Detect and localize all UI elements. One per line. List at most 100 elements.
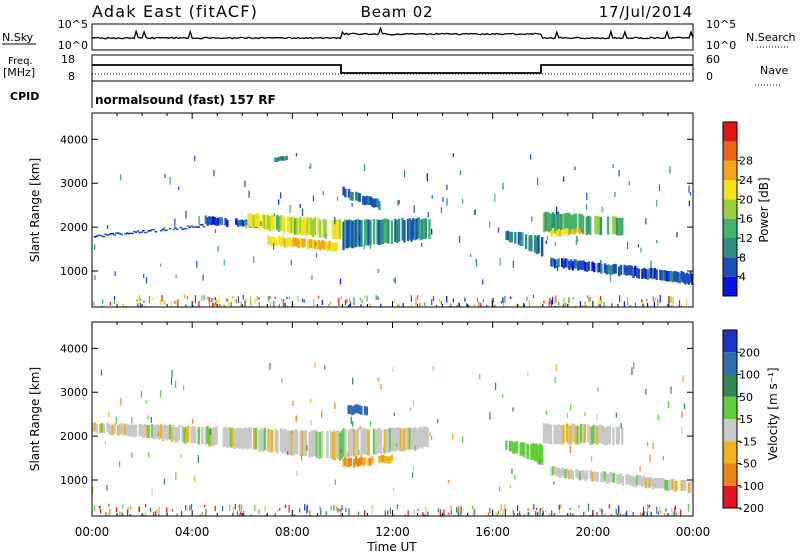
scatter-86 bbox=[640, 247, 642, 253]
data-cell-0-50 bbox=[181, 228, 184, 230]
speckle-88 bbox=[536, 507, 538, 510]
speckle-2 bbox=[652, 296, 654, 302]
scatter-106 bbox=[645, 218, 647, 225]
data-cell-9-9 bbox=[566, 228, 569, 234]
data-cell-2-11 bbox=[362, 457, 365, 466]
data-cell-0-39 bbox=[161, 228, 165, 231]
scatter-14 bbox=[170, 377, 173, 385]
data-cell-5-40 bbox=[413, 218, 417, 241]
data-cell-8-18 bbox=[574, 213, 578, 233]
scatter-61 bbox=[458, 235, 461, 243]
speckle-155 bbox=[654, 297, 656, 301]
data-cell-2-24 bbox=[385, 455, 388, 463]
data-cell-3-30 bbox=[321, 239, 324, 249]
data-cell-3-9 bbox=[363, 406, 367, 415]
speckle-98 bbox=[589, 296, 591, 302]
data-cell-0-27 bbox=[140, 231, 143, 234]
data-cell-6-44 bbox=[628, 475, 632, 486]
data-cell-1-18 bbox=[374, 429, 378, 455]
data-cell-0-53 bbox=[186, 225, 190, 227]
scatter-2 bbox=[145, 277, 148, 284]
speckle-105 bbox=[235, 299, 237, 304]
data-cell-5-8 bbox=[556, 424, 560, 444]
speckle-30 bbox=[166, 507, 168, 514]
speckle-111 bbox=[494, 304, 496, 307]
speckle-83 bbox=[204, 514, 207, 516]
scatter-20 bbox=[106, 484, 108, 491]
scatter-41 bbox=[245, 220, 247, 229]
data-cell-10-21 bbox=[587, 261, 591, 271]
data-cell-3-4 bbox=[274, 237, 277, 247]
data-cell-2-9 bbox=[358, 457, 361, 466]
ytick-label-1: 2000 bbox=[60, 430, 88, 443]
data-cell-0-15 bbox=[118, 233, 122, 235]
speckle-169 bbox=[460, 305, 463, 307]
velocity-panel: 1000 2000 3000 4000 Slant Range [km] 200 100… bbox=[28, 321, 780, 517]
data-cell-1-11 bbox=[224, 218, 227, 226]
data-cell-5-8 bbox=[356, 218, 360, 246]
speckle-218 bbox=[539, 508, 541, 511]
data-cell-5-31 bbox=[397, 218, 401, 242]
speckle-76 bbox=[108, 512, 110, 516]
speckle-175 bbox=[348, 298, 351, 302]
data-cell-10-51 bbox=[641, 268, 644, 279]
speckle-161 bbox=[565, 302, 567, 307]
scatter-108 bbox=[339, 278, 342, 285]
data-cell-2-27 bbox=[295, 218, 299, 235]
data-cell-2-3 bbox=[252, 214, 256, 229]
speckle-180 bbox=[203, 504, 206, 508]
data-cell-0-5 bbox=[100, 235, 104, 237]
data-cell-5-37 bbox=[408, 217, 411, 240]
scatter-0 bbox=[470, 253, 472, 257]
data-cell-1-8 bbox=[356, 428, 360, 456]
scatter-1 bbox=[289, 204, 291, 213]
scatter-18 bbox=[377, 268, 379, 273]
cbar-seg-4 bbox=[723, 396, 737, 419]
speckle-62 bbox=[240, 301, 242, 307]
scatter-107 bbox=[431, 228, 433, 235]
data-cell-1-31 bbox=[260, 221, 263, 226]
speckle-46 bbox=[671, 507, 673, 512]
speckle-15 bbox=[615, 508, 617, 515]
speckle-2 bbox=[504, 504, 506, 511]
data-cell-0-131 bbox=[326, 430, 329, 459]
data-cell-5-36 bbox=[606, 426, 610, 445]
speckle-96 bbox=[384, 511, 386, 516]
data-cell-6-24 bbox=[593, 471, 596, 481]
speckle-179 bbox=[109, 301, 111, 306]
speckle-203 bbox=[177, 299, 179, 307]
speckle-101 bbox=[303, 299, 305, 303]
scatter-93 bbox=[442, 197, 444, 202]
data-cell-0-108 bbox=[285, 429, 288, 454]
data-cell-0-91 bbox=[254, 427, 258, 450]
data-cell-5-19 bbox=[576, 425, 579, 445]
speckle-206 bbox=[396, 504, 398, 509]
data-cell-8-5 bbox=[551, 212, 555, 232]
data-cell-3-4 bbox=[354, 404, 358, 414]
data-cell-9-1 bbox=[552, 228, 555, 235]
scatter-101 bbox=[681, 426, 683, 435]
speckle-173 bbox=[242, 294, 244, 300]
speckle-52 bbox=[347, 305, 350, 307]
speckle-208 bbox=[601, 509, 603, 516]
data-cell-10-6 bbox=[560, 258, 564, 268]
data-cell-10-18 bbox=[582, 260, 585, 270]
data-cell-0-87 bbox=[247, 427, 251, 449]
speckle-135 bbox=[384, 509, 386, 512]
scatter-80 bbox=[334, 216, 336, 225]
speckle-140 bbox=[340, 511, 343, 516]
data-cell-0-125 bbox=[315, 431, 318, 458]
scatter-6 bbox=[119, 461, 121, 468]
data-cell-5-24 bbox=[385, 218, 388, 243]
data-cell-0-55 bbox=[190, 426, 193, 444]
data-cell-9-10 bbox=[567, 229, 571, 236]
data-cell-6-4 bbox=[349, 191, 352, 201]
data-cell-2-36 bbox=[311, 219, 315, 238]
speckle-48 bbox=[143, 513, 145, 516]
data-cell-1-1 bbox=[206, 217, 209, 226]
scatter-112 bbox=[461, 198, 464, 204]
speckle-94 bbox=[467, 305, 469, 307]
data-cell-7-5 bbox=[514, 231, 517, 244]
scatter-81 bbox=[403, 170, 406, 178]
scatter-38 bbox=[143, 273, 145, 278]
